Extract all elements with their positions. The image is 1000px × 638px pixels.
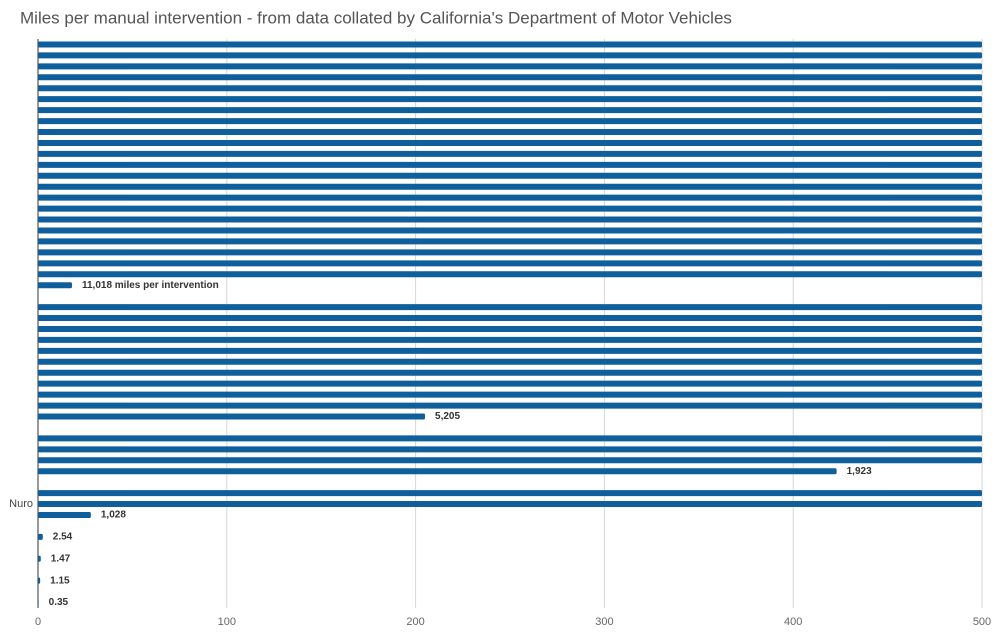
bar bbox=[38, 129, 982, 136]
bar bbox=[38, 599, 39, 606]
value-label: 11,018 miles per intervention bbox=[82, 280, 219, 291]
bar bbox=[38, 435, 982, 442]
x-tick-label: 0 bbox=[35, 616, 41, 628]
bar bbox=[38, 391, 982, 398]
bar bbox=[38, 490, 982, 497]
bar bbox=[38, 249, 982, 256]
bar bbox=[38, 107, 982, 114]
bar bbox=[38, 172, 982, 179]
value-label: 1.15 bbox=[50, 575, 70, 586]
bar bbox=[38, 358, 982, 365]
value-label: 0.35 bbox=[49, 597, 69, 608]
bar bbox=[38, 577, 41, 584]
bar bbox=[38, 380, 982, 387]
y-tick-label: Nuro bbox=[9, 498, 33, 510]
x-tick-label: 300 bbox=[595, 616, 613, 628]
bar bbox=[38, 183, 982, 190]
value-label: 2.54 bbox=[53, 532, 73, 543]
bar bbox=[38, 457, 982, 464]
x-tick-label: 200 bbox=[406, 616, 424, 628]
bar bbox=[38, 325, 982, 332]
bar bbox=[38, 304, 982, 311]
bar bbox=[38, 238, 982, 245]
bar bbox=[38, 468, 837, 475]
bar bbox=[38, 161, 982, 168]
bar bbox=[38, 85, 982, 92]
bar bbox=[38, 96, 982, 103]
bar bbox=[38, 501, 982, 508]
bar bbox=[38, 347, 982, 354]
bar bbox=[38, 74, 982, 81]
bar bbox=[38, 150, 982, 157]
bar bbox=[38, 369, 982, 376]
bar bbox=[38, 139, 982, 146]
value-label: 5,205 bbox=[435, 411, 460, 422]
bar bbox=[38, 402, 982, 409]
bar bbox=[38, 41, 982, 48]
x-tick-label: 500 bbox=[973, 616, 991, 628]
x-tick-label: 400 bbox=[784, 616, 802, 628]
value-label: 1.47 bbox=[51, 553, 71, 564]
bar bbox=[38, 194, 982, 201]
bar bbox=[38, 446, 982, 453]
chart-title: Miles per manual intervention - from dat… bbox=[20, 8, 732, 27]
bar bbox=[38, 118, 982, 125]
bar bbox=[38, 511, 91, 518]
bar bbox=[38, 227, 982, 234]
bar bbox=[38, 315, 982, 322]
bar bbox=[38, 271, 982, 278]
bar bbox=[38, 282, 72, 289]
bar bbox=[38, 52, 982, 59]
bar bbox=[38, 413, 426, 420]
bar bbox=[38, 205, 982, 212]
bar bbox=[38, 216, 982, 223]
bar bbox=[38, 63, 982, 70]
bar bbox=[38, 336, 982, 343]
bar bbox=[38, 533, 43, 540]
value-label: 1,923 bbox=[847, 466, 872, 477]
x-tick-label: 100 bbox=[218, 616, 236, 628]
value-label: 1,028 bbox=[101, 510, 126, 521]
bar bbox=[38, 260, 982, 267]
bar bbox=[38, 555, 41, 562]
